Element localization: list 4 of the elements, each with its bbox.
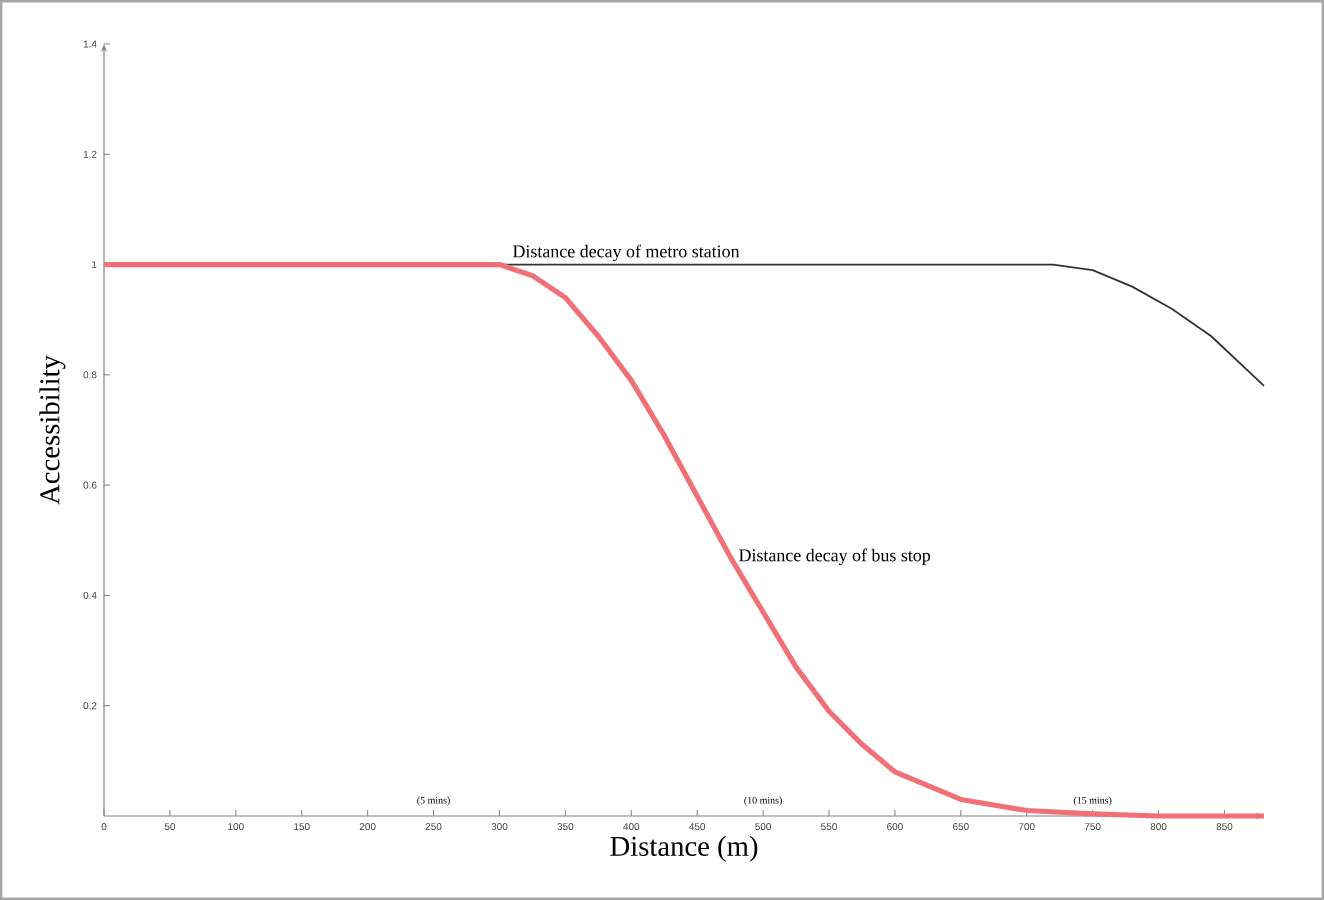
series-label: Distance decay of bus stop: [739, 548, 931, 566]
y-axis-title: Accessibility: [39, 355, 66, 505]
series-label: Distance decay of metro station: [513, 244, 740, 262]
x-axis-title: Distance (m): [610, 835, 758, 862]
